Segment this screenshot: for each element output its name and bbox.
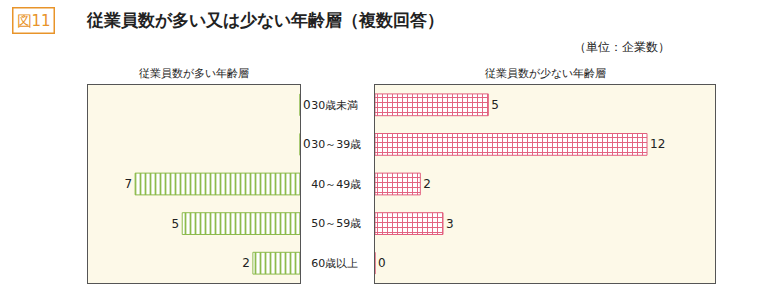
svg-text:5: 5	[491, 98, 499, 112]
svg-text:5: 5	[172, 217, 180, 231]
svg-text:2: 2	[242, 256, 250, 270]
svg-text:従業員数が多い又は少ない年齢層（複数回答）: 従業員数が多い又は少ない年齢層（複数回答）	[86, 10, 444, 30]
svg-text:30～39歳: 30～39歳	[311, 138, 361, 151]
svg-text:0: 0	[303, 98, 311, 112]
svg-text:0: 0	[378, 256, 386, 270]
svg-text:従業員数が少ない年齢層: 従業員数が少ない年齢層	[485, 67, 606, 80]
svg-text:図11: 図11	[17, 12, 51, 30]
svg-text:3: 3	[446, 217, 454, 231]
svg-text:30歳未満: 30歳未満	[311, 99, 358, 112]
svg-text:7: 7	[124, 177, 132, 191]
svg-text:2: 2	[423, 177, 431, 191]
svg-text:60歳以上: 60歳以上	[311, 257, 358, 270]
svg-text:（単位：企業数）: （単位：企業数）	[574, 40, 670, 54]
svg-text:50～59歳: 50～59歳	[311, 217, 361, 230]
svg-text:12: 12	[650, 137, 665, 151]
svg-text:0: 0	[303, 137, 311, 151]
svg-text:40～49歳: 40～49歳	[311, 178, 361, 191]
svg-text:従業員数が多い年齢層: 従業員数が多い年齢層	[139, 67, 249, 80]
